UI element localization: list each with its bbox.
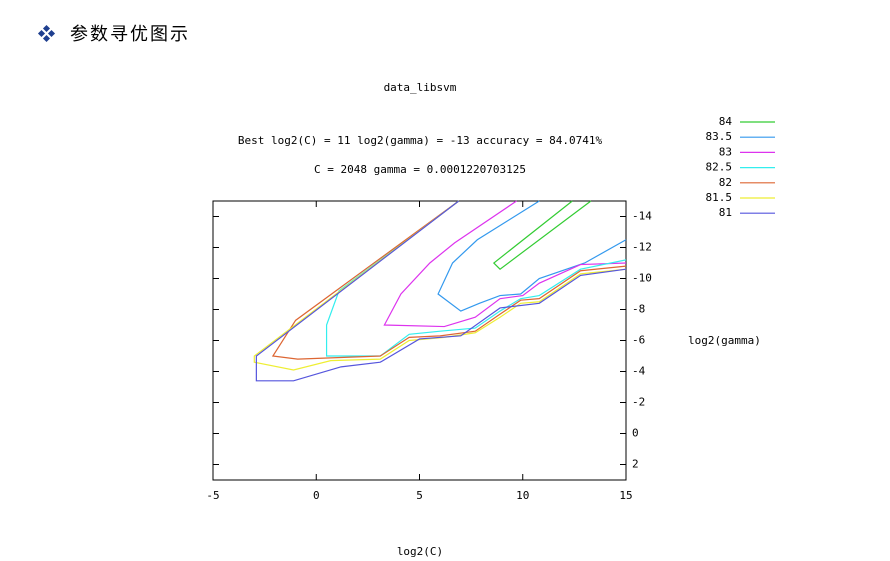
y-axis-label: log2(gamma) — [688, 334, 761, 347]
chart-subtitle: C = 2048 gamma = 0.0001220703125 — [314, 163, 526, 176]
x-axis-label: log2(C) — [397, 545, 443, 558]
chart-subtitle: Best log2(C) = 11 log2(gamma) = -13 accu… — [238, 134, 603, 147]
y-tick-label: -8 — [632, 303, 645, 316]
contour-line — [383, 200, 627, 328]
y-tick-label: -10 — [632, 272, 652, 285]
contour-line — [325, 200, 627, 357]
bullet-icon — [37, 24, 56, 43]
heading: 参数寻优图示 — [70, 24, 190, 45]
x-tick-label: 15 — [619, 489, 632, 502]
y-tick-label: -2 — [632, 396, 645, 409]
contour-line — [492, 200, 592, 270]
y-tick-label: -4 — [632, 365, 646, 378]
x-tick-label: -5 — [206, 489, 219, 502]
legend-label: 82.5 — [706, 161, 733, 174]
x-tick-label: 0 — [313, 489, 320, 502]
y-tick-label: 0 — [632, 427, 639, 440]
contour-line — [437, 200, 627, 312]
x-tick-label: 10 — [516, 489, 529, 502]
y-tick-label: -12 — [632, 241, 652, 254]
legend-label: 83.5 — [706, 130, 733, 143]
legend-label: 81 — [719, 206, 732, 219]
y-tick-label: -6 — [632, 334, 645, 347]
legend-label: 82 — [719, 176, 732, 189]
y-tick-label: 2 — [632, 458, 639, 471]
y-tick-label: -14 — [632, 210, 652, 223]
contour-line — [271, 200, 627, 360]
x-tick-label: 5 — [416, 489, 423, 502]
legend-label: 83 — [719, 145, 732, 158]
legend-label: 84 — [719, 115, 733, 128]
chart-title: data_libsvm — [384, 81, 457, 94]
contour-line — [253, 200, 627, 371]
contour-line — [255, 200, 627, 382]
legend-label: 81.5 — [706, 191, 733, 204]
